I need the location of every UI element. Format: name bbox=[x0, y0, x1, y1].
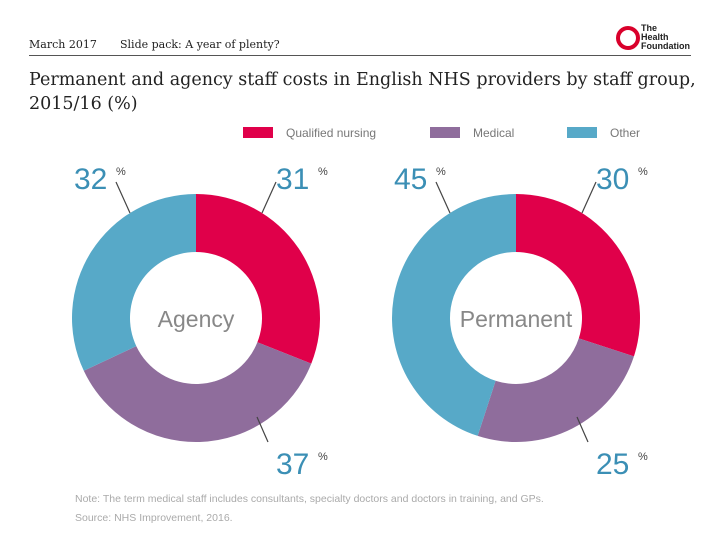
permanent-leader-other bbox=[435, 181, 451, 214]
agency-slice-medical bbox=[83, 342, 312, 442]
logo-text: The Health Foundation bbox=[641, 24, 690, 51]
agency-leader-qualified-nursing bbox=[261, 181, 277, 214]
agency-value-medical: 37 bbox=[276, 448, 309, 481]
legend-swatch-qualified-nursing bbox=[243, 127, 273, 138]
source-note: Source: NHS Improvement, 2016. bbox=[75, 512, 233, 524]
permanent-value-other: 45 bbox=[394, 163, 427, 196]
footnote: Note: The term medical staff includes co… bbox=[75, 493, 544, 505]
permanent-pct-symbol-medical: % bbox=[638, 451, 648, 463]
agency-slice-qualified-nursing bbox=[196, 194, 320, 364]
slide-title-line-1: Permanent and agency staff costs in Engl… bbox=[29, 70, 696, 90]
permanent-center-label: Permanent bbox=[460, 306, 573, 332]
agency-pct-symbol-qualified-nursing: % bbox=[318, 166, 328, 178]
agency-pct-symbol-other: % bbox=[116, 166, 126, 178]
permanent-slice-medical bbox=[477, 338, 634, 442]
agency-pct-symbol-medical: % bbox=[318, 451, 328, 463]
permanent-pct-symbol-other: % bbox=[436, 166, 446, 178]
header-slide-pack: Slide pack: A year of plenty? bbox=[120, 38, 280, 51]
legend-swatch-other bbox=[567, 127, 597, 138]
health-foundation-logo: The Health Foundation bbox=[616, 24, 696, 52]
logo-ring-icon bbox=[616, 26, 640, 50]
legend-label-medical: Medical bbox=[473, 126, 514, 140]
legend-swatch-medical bbox=[430, 127, 460, 138]
logo-line-1: The bbox=[641, 23, 658, 33]
permanent-pct-symbol-qualified-nursing: % bbox=[638, 166, 648, 178]
agency-leader-other bbox=[115, 181, 131, 214]
logo-line-2: Health bbox=[641, 32, 669, 42]
permanent-leader-qualified-nursing bbox=[581, 181, 597, 214]
agency-center-label: Agency bbox=[158, 306, 235, 332]
agency-leader-medical bbox=[256, 416, 269, 443]
permanent-leader-medical bbox=[576, 416, 589, 443]
legend-label-qualified-nursing: Qualified nursing bbox=[286, 126, 376, 140]
permanent-value-qualified-nursing: 30 bbox=[596, 163, 629, 196]
permanent-slice-other bbox=[392, 194, 516, 436]
slide-title: Permanent and agency staff costs in Engl… bbox=[29, 68, 709, 116]
slide-title-line-2: 2015/16 (%) bbox=[29, 94, 138, 114]
agency-value-qualified-nursing: 31 bbox=[276, 163, 309, 196]
logo-line-3: Foundation bbox=[641, 41, 690, 51]
agency-slice-other bbox=[71, 194, 196, 371]
permanent-slice-qualified-nursing bbox=[516, 194, 640, 357]
permanent-value-medical: 25 bbox=[596, 448, 629, 481]
agency-value-other: 32 bbox=[74, 163, 107, 196]
header-date: March 2017 bbox=[29, 38, 97, 51]
header-divider bbox=[29, 55, 691, 56]
legend-label-other: Other bbox=[610, 126, 640, 140]
